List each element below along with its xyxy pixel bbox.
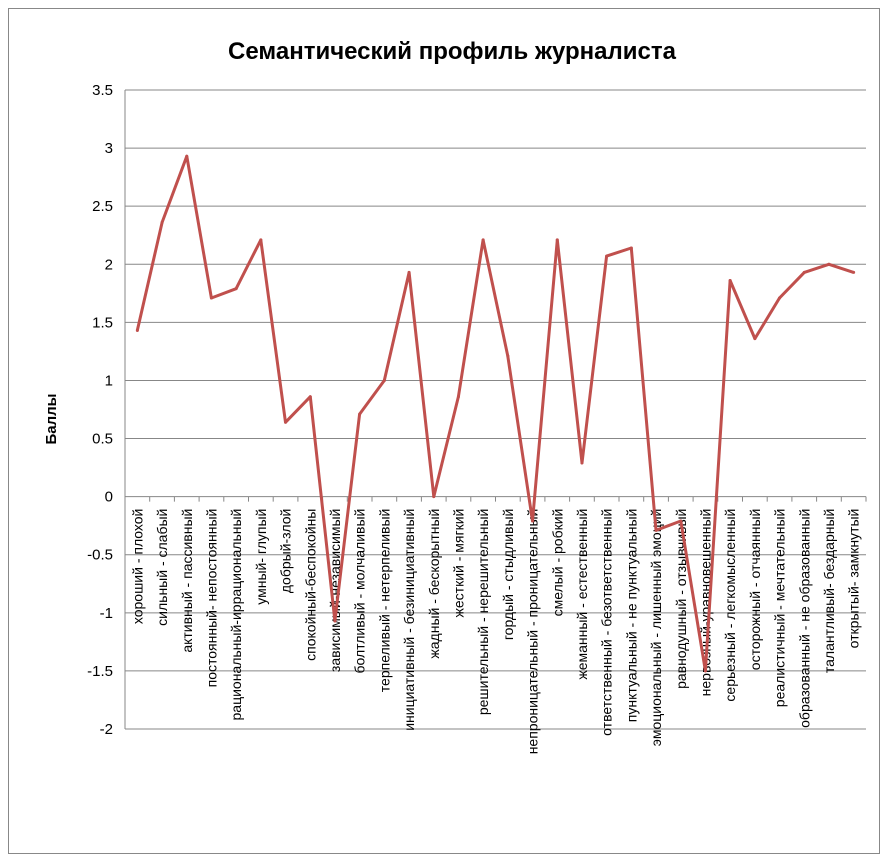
data-point xyxy=(654,528,658,532)
x-tick-label: умный- глупый xyxy=(253,509,269,605)
x-tick-label: сильный - слабый xyxy=(154,509,170,626)
x-tick-label: решительный - нерешительный xyxy=(475,509,491,716)
data-point xyxy=(407,270,411,274)
x-tick-label: образованный - не образованный xyxy=(796,509,812,728)
data-point xyxy=(753,337,757,341)
y-tick-label: 3 xyxy=(105,140,113,157)
data-point xyxy=(284,420,288,424)
y-tick-label: 1 xyxy=(105,372,113,389)
y-tick-label: -2 xyxy=(100,721,113,738)
data-point xyxy=(432,495,436,499)
x-tick-label: гордый - стыдливый xyxy=(500,509,516,641)
data-point xyxy=(382,378,386,382)
data-point xyxy=(506,354,510,358)
data-point xyxy=(605,254,609,258)
y-axis-label: Баллы xyxy=(43,394,60,445)
y-tick-label: 2.5 xyxy=(92,198,113,215)
data-point xyxy=(679,519,683,523)
data-point xyxy=(185,154,189,158)
x-tick-label: ответственный - безответственный xyxy=(599,509,615,736)
x-tick-label: инициативный - безинициативный xyxy=(401,509,417,731)
data-point xyxy=(778,296,782,300)
gridlines xyxy=(124,89,867,730)
data-point xyxy=(728,279,732,283)
series-line xyxy=(135,154,855,673)
y-tick-label: 0.5 xyxy=(92,431,113,448)
x-tick-label: болтливый - молчаливый xyxy=(352,509,368,674)
x-tick-label: осторожный - отчаянный xyxy=(747,509,763,671)
data-point xyxy=(456,395,460,399)
data-point xyxy=(580,461,584,465)
x-tick-label: жадный - бескорытный xyxy=(426,509,442,659)
x-tick-label: жеманный - естественный xyxy=(574,509,590,680)
x-tick-label: постоянный- непостоянный xyxy=(203,509,219,688)
x-tick-label: талантливый- бездарный xyxy=(821,509,837,674)
y-tick-label: -1 xyxy=(100,605,113,622)
series-line-group xyxy=(135,154,856,673)
data-point xyxy=(234,287,238,291)
y-tick-label: 0 xyxy=(105,489,113,506)
chart-area: Семантический профиль журналиста Баллы 3… xyxy=(8,8,880,854)
x-tick-label: реалистичный - мечтательный xyxy=(772,509,788,708)
x-tick-label: смелый - робкий xyxy=(549,509,565,617)
data-point xyxy=(852,270,856,274)
data-point xyxy=(308,395,312,399)
y-tick-label: 1.5 xyxy=(92,314,113,331)
y-tick-label: 3.5 xyxy=(92,82,113,99)
x-tick-label: непроницательный - проницательный xyxy=(525,509,541,755)
x-tick-label: серьезный - легкомысленный xyxy=(722,509,738,702)
x-tick-labels: хороший - плохой сильный - слабый активный… xyxy=(129,509,861,755)
x-tick-label: рациональный-иррациональный xyxy=(228,509,244,721)
x-tick-label: равнодушный - отзывчивый xyxy=(673,509,689,689)
x-tick-label: хороший - плохой xyxy=(129,509,145,625)
y-tick-labels: 3.5 3 2.5 2 1.5 1 0.5 0 -0.5 -1 -1.5 -2 xyxy=(87,82,113,738)
data-point xyxy=(358,412,362,416)
data-point xyxy=(555,238,559,242)
x-tick-label: эмоциональный - лишенный эмоций xyxy=(648,509,664,747)
x-tick-label: добрый-злой xyxy=(278,509,294,594)
data-point xyxy=(209,296,213,300)
data-point xyxy=(160,220,164,224)
chart-svg: Семантический профиль журналиста Баллы 3… xyxy=(43,38,867,755)
data-point xyxy=(259,238,263,242)
x-tick-label: жесткий - мягкий xyxy=(450,509,466,618)
data-point xyxy=(703,669,707,673)
y-tick-label: 2 xyxy=(105,256,113,273)
data-point xyxy=(481,238,485,242)
x-tick-label: пунктуальный - не пунктуальный xyxy=(623,509,639,723)
chart-title: Семантический профиль журналиста xyxy=(228,38,677,65)
data-point xyxy=(827,262,831,266)
data-point xyxy=(531,519,535,523)
data-point xyxy=(802,270,806,274)
data-point xyxy=(629,246,633,250)
data-point xyxy=(135,328,139,332)
x-tick-label: спокойный-беспокойны xyxy=(302,509,318,661)
x-tick-label: зависимый-независимый xyxy=(327,509,343,672)
x-tick-label: открытый- замкнутый xyxy=(846,509,862,649)
data-point xyxy=(333,619,337,623)
x-tick-label: активный - пассивный xyxy=(179,509,195,653)
y-tick-label: -1.5 xyxy=(87,663,113,680)
x-tick-label: терпеливый - нетерпеливый xyxy=(376,509,392,693)
y-tick-label: -0.5 xyxy=(87,547,113,564)
